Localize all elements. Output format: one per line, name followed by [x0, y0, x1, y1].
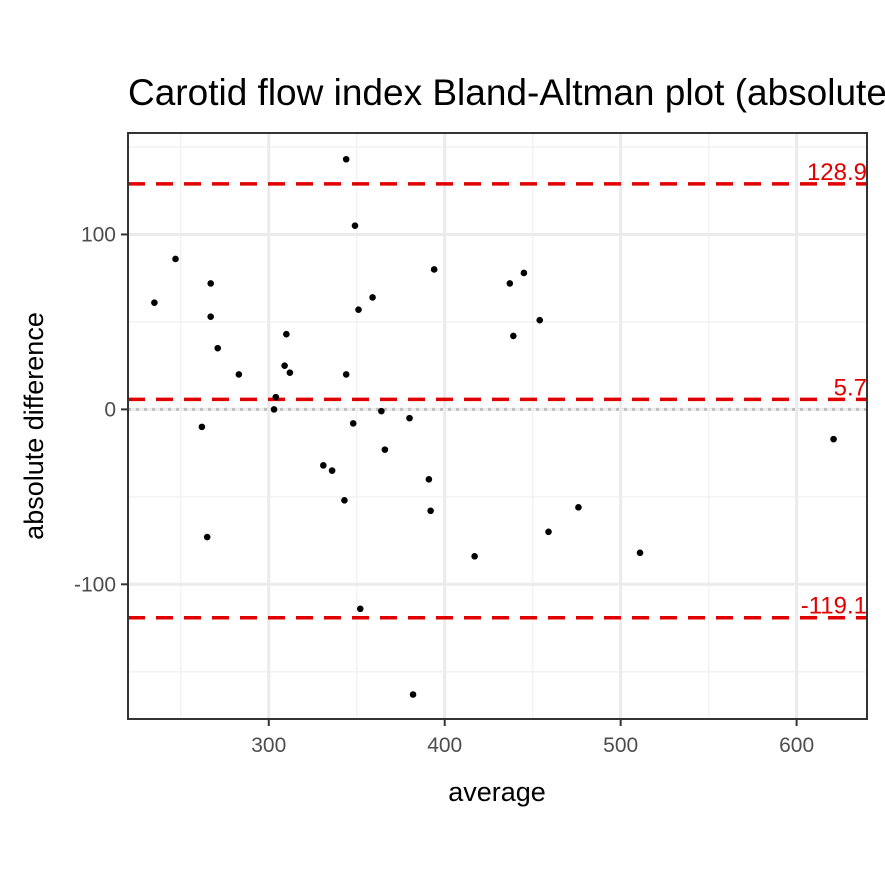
y-tick-label: -100 — [74, 573, 116, 596]
y-tick-label: 0 — [104, 398, 116, 421]
limits-of-agreement: 128.9 5.7 -119.1 — [128, 159, 867, 620]
reference-line-label: 128.9 — [807, 159, 867, 186]
x-tick-label: 500 — [603, 734, 638, 757]
data-point — [510, 332, 517, 340]
plot-border — [127, 132, 868, 720]
x-tick-label: 300 — [251, 734, 286, 757]
data-point — [235, 371, 243, 378]
data-point — [283, 330, 290, 338]
data-point — [369, 294, 376, 301]
data-point — [349, 420, 357, 427]
data-point — [342, 371, 350, 378]
data-point — [328, 467, 336, 474]
data-point — [430, 266, 438, 273]
data-point — [536, 316, 544, 324]
y-axis-title: absolute difference — [19, 312, 49, 540]
x-axis-title: average — [448, 777, 546, 807]
reference-line-label: -119.1 — [801, 593, 867, 620]
data-point — [378, 407, 385, 415]
data-point — [172, 255, 179, 263]
data-point — [406, 414, 413, 422]
data-point — [356, 605, 364, 613]
data-point — [341, 497, 348, 504]
y-tick-label: 100 — [81, 223, 116, 246]
data-point — [342, 155, 350, 163]
data-point — [281, 362, 288, 369]
data-point — [214, 344, 222, 352]
data-point — [203, 533, 211, 541]
data-point — [320, 462, 327, 469]
plot-panel — [128, 133, 867, 719]
data-point — [427, 507, 434, 515]
data-point — [830, 435, 837, 443]
data-point — [471, 553, 478, 560]
data-point — [351, 222, 359, 230]
data-point — [381, 446, 389, 453]
chart-title: Carotid flow index Bland-Altman plot (ab… — [128, 72, 885, 113]
x-tick-label: 400 — [427, 734, 462, 757]
x-tick-label: 600 — [779, 734, 814, 757]
y-axis-ticks: -100 0 100 — [74, 223, 128, 596]
x-axis-ticks: 300 400 500 600 — [251, 719, 814, 757]
data-point — [198, 423, 206, 431]
reference-line-label: 5.7 — [834, 374, 867, 401]
data-point — [286, 369, 294, 376]
grid-minor — [128, 133, 867, 719]
data-point — [545, 528, 552, 536]
data-point — [270, 406, 278, 413]
data-point — [425, 476, 433, 483]
data-point — [207, 313, 214, 320]
data-point — [520, 269, 528, 277]
data-point — [272, 393, 280, 401]
data-point — [506, 280, 514, 287]
data-point — [207, 280, 214, 287]
data-point — [409, 691, 417, 698]
data-points — [151, 155, 837, 698]
data-point — [636, 549, 644, 557]
data-point — [575, 504, 582, 511]
data-point — [355, 306, 362, 313]
data-point — [151, 299, 158, 306]
